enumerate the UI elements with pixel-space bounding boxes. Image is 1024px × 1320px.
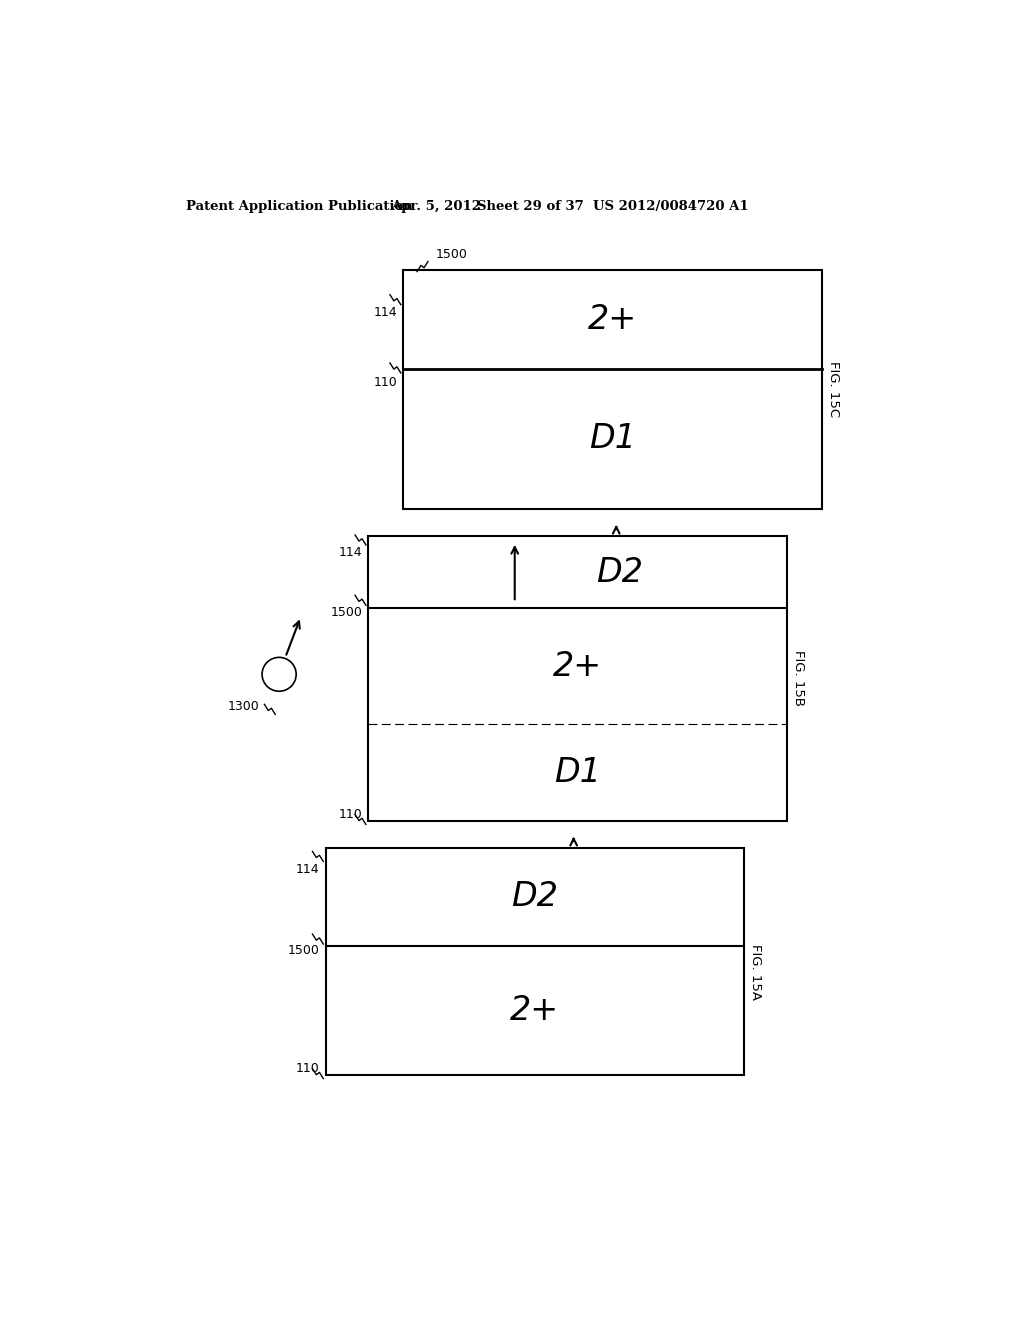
- Text: 110: 110: [338, 808, 362, 821]
- Text: D1: D1: [589, 422, 636, 455]
- Text: US 2012/0084720 A1: US 2012/0084720 A1: [593, 199, 749, 213]
- Text: 114: 114: [296, 862, 319, 875]
- Text: FIG. 15C: FIG. 15C: [826, 362, 840, 417]
- Text: 1500: 1500: [288, 945, 319, 957]
- Text: 1300: 1300: [228, 700, 260, 713]
- Text: D2: D2: [511, 880, 558, 913]
- Text: 2+: 2+: [588, 304, 637, 337]
- Text: 110: 110: [296, 1063, 319, 1074]
- Text: 114: 114: [338, 546, 362, 560]
- Text: 110: 110: [373, 376, 397, 389]
- Text: Sheet 29 of 37: Sheet 29 of 37: [477, 199, 584, 213]
- Bar: [326, 847, 744, 1074]
- Text: D2: D2: [596, 556, 643, 589]
- Text: Apr. 5, 2012: Apr. 5, 2012: [391, 199, 481, 213]
- Text: 2+: 2+: [553, 649, 602, 682]
- Text: 2+: 2+: [510, 994, 559, 1027]
- Text: 1500: 1500: [435, 248, 468, 261]
- Text: D1: D1: [554, 755, 601, 788]
- Bar: [369, 536, 786, 821]
- Text: FIG. 15B: FIG. 15B: [792, 651, 805, 706]
- Text: FIG. 15A: FIG. 15A: [750, 945, 762, 1001]
- Text: 114: 114: [374, 306, 397, 319]
- Text: 1500: 1500: [330, 606, 362, 619]
- Bar: [403, 271, 821, 508]
- Text: Patent Application Publication: Patent Application Publication: [186, 199, 413, 213]
